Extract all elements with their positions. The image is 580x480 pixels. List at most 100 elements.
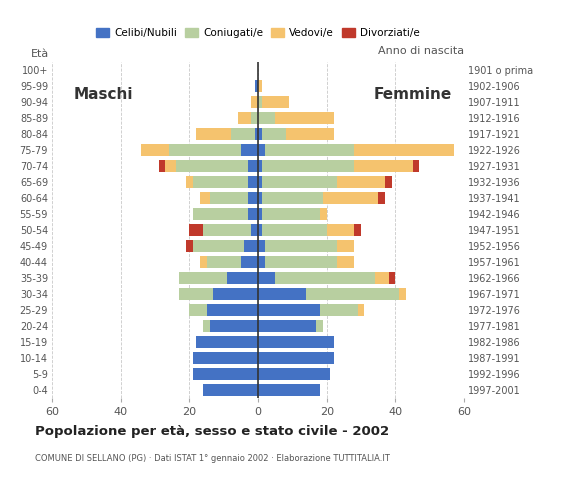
Bar [248, 160, 258, 172]
Bar [354, 160, 412, 172]
Bar [258, 304, 320, 316]
Bar [255, 128, 258, 140]
Bar [265, 144, 354, 156]
Bar [248, 192, 258, 204]
Bar [262, 176, 337, 188]
Bar [258, 288, 306, 300]
Bar [193, 352, 258, 364]
Bar [186, 176, 193, 188]
Bar [285, 128, 334, 140]
Bar [258, 144, 265, 156]
Bar [200, 256, 206, 268]
Text: COMUNE DI SELLANO (PG) · Dati ISTAT 1° gennaio 2002 · Elaborazione TUTTITALIA.IT: COMUNE DI SELLANO (PG) · Dati ISTAT 1° g… [35, 454, 390, 463]
Bar [251, 112, 258, 124]
Bar [337, 256, 354, 268]
Text: Popolazione per età, sesso e stato civile - 2002: Popolazione per età, sesso e stato civil… [35, 425, 389, 438]
Bar [258, 369, 330, 380]
Bar [200, 192, 210, 204]
Text: Femmine: Femmine [374, 87, 452, 102]
Bar [210, 321, 258, 332]
Bar [227, 272, 258, 284]
Bar [203, 384, 258, 396]
Bar [158, 160, 165, 172]
Bar [241, 144, 258, 156]
Bar [317, 321, 323, 332]
Bar [354, 144, 454, 156]
Bar [385, 176, 392, 188]
Bar [378, 192, 385, 204]
Y-axis label: Anno di nascita: Anno di nascita [378, 46, 464, 56]
Legend: Celibi/Nubili, Coniugati/e, Vedovi/e, Divorziati/e: Celibi/Nubili, Coniugati/e, Vedovi/e, Di… [92, 24, 424, 42]
Bar [323, 192, 378, 204]
Bar [190, 224, 203, 236]
Bar [206, 304, 258, 316]
Bar [327, 224, 354, 236]
Bar [258, 384, 320, 396]
Bar [258, 160, 262, 172]
Bar [193, 240, 244, 252]
Bar [248, 176, 258, 188]
Bar [354, 224, 361, 236]
Bar [265, 240, 337, 252]
Bar [276, 112, 334, 124]
Bar [258, 336, 334, 348]
Bar [169, 144, 241, 156]
Bar [193, 176, 248, 188]
Bar [203, 224, 251, 236]
Bar [276, 272, 375, 284]
Bar [206, 256, 241, 268]
Bar [262, 192, 323, 204]
Bar [320, 208, 327, 220]
Bar [258, 192, 262, 204]
Bar [258, 352, 334, 364]
Bar [320, 304, 358, 316]
Bar [399, 288, 405, 300]
Bar [251, 224, 258, 236]
Bar [238, 112, 251, 124]
Bar [258, 128, 262, 140]
Bar [258, 208, 262, 220]
Bar [389, 272, 396, 284]
Bar [258, 321, 317, 332]
Bar [337, 176, 385, 188]
Text: Maschi: Maschi [74, 87, 133, 102]
Bar [213, 288, 258, 300]
Bar [255, 80, 258, 92]
Bar [179, 288, 213, 300]
Text: Età: Età [31, 49, 49, 59]
Bar [258, 112, 276, 124]
Bar [258, 96, 262, 108]
Bar [179, 272, 227, 284]
Bar [258, 176, 262, 188]
Bar [358, 304, 364, 316]
Bar [262, 96, 289, 108]
Bar [251, 96, 258, 108]
Bar [231, 128, 255, 140]
Bar [375, 272, 389, 284]
Bar [258, 80, 262, 92]
Bar [165, 160, 176, 172]
Bar [262, 208, 320, 220]
Bar [197, 336, 258, 348]
Bar [244, 240, 258, 252]
Bar [186, 240, 193, 252]
Bar [258, 240, 265, 252]
Bar [412, 160, 419, 172]
Bar [248, 208, 258, 220]
Bar [262, 224, 327, 236]
Bar [193, 208, 248, 220]
Bar [337, 240, 354, 252]
Bar [258, 256, 265, 268]
Bar [142, 144, 169, 156]
Bar [190, 304, 206, 316]
Bar [193, 369, 258, 380]
Bar [262, 128, 285, 140]
Bar [176, 160, 248, 172]
Bar [241, 256, 258, 268]
Bar [197, 128, 231, 140]
Bar [265, 256, 337, 268]
Bar [306, 288, 399, 300]
Bar [258, 272, 276, 284]
Bar [262, 160, 354, 172]
Bar [210, 192, 248, 204]
